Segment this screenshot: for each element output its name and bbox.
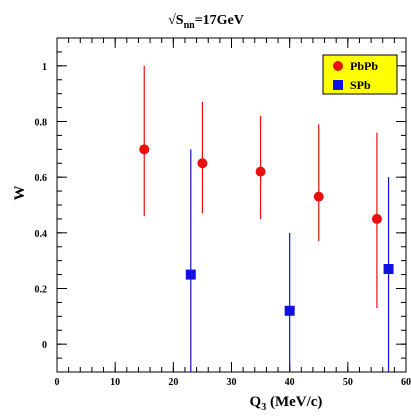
data-marks — [139, 65, 394, 372]
y-tick-label: 0.4 — [35, 229, 48, 240]
point-spb — [383, 264, 394, 275]
legend: PbPb SPb — [322, 54, 398, 95]
legend-marker-spb — [333, 80, 343, 90]
x-tick-label: 10 — [110, 377, 120, 388]
x-axis: 0 10 20 30 40 50 60 — [55, 38, 411, 388]
x-axis-label: Q3 (MeV/c) — [250, 394, 323, 413]
y-axis-label: W — [12, 186, 28, 201]
point-spb — [185, 269, 196, 280]
x-axis-label-subscript: 3 — [261, 402, 266, 413]
x-axis-label-suffix: (MeV/c) — [266, 394, 322, 410]
y-tick-label: 0.6 — [35, 173, 48, 184]
chart-title-prefix: √S — [168, 13, 184, 28]
legend-label-pbpb: PbPb — [350, 59, 378, 73]
x-axis-label-main: Q — [250, 394, 262, 410]
point-pbpb — [139, 144, 150, 155]
x-tick-label: 0 — [55, 377, 60, 388]
point-spb — [284, 305, 295, 316]
x-tick-label: 20 — [168, 377, 178, 388]
y-tick-label: 0.2 — [35, 285, 48, 296]
x-tick-label: 60 — [401, 377, 411, 388]
x-tick-label: 50 — [343, 377, 353, 388]
x-tick-label: 30 — [227, 377, 237, 388]
point-pbpb — [197, 158, 208, 169]
y-tick-label: 0.8 — [35, 118, 48, 129]
x-tick-label: 40 — [285, 377, 295, 388]
legend-label-spb: SPb — [350, 78, 371, 92]
chart-title: √Snn=17GeV — [168, 13, 244, 31]
point-pbpb — [255, 166, 266, 177]
chart-title-subscript: nn — [184, 20, 196, 31]
point-pbpb — [371, 213, 382, 224]
y-axis: 0 0.2 0.4 0.6 0.8 1 — [35, 37, 406, 373]
legend-marker-pbpb — [333, 61, 343, 71]
y-tick-label: 1 — [42, 62, 47, 73]
point-pbpb — [313, 191, 324, 202]
y-tick-label: 0 — [42, 340, 47, 351]
chart-title-suffix: =17GeV — [195, 13, 244, 28]
